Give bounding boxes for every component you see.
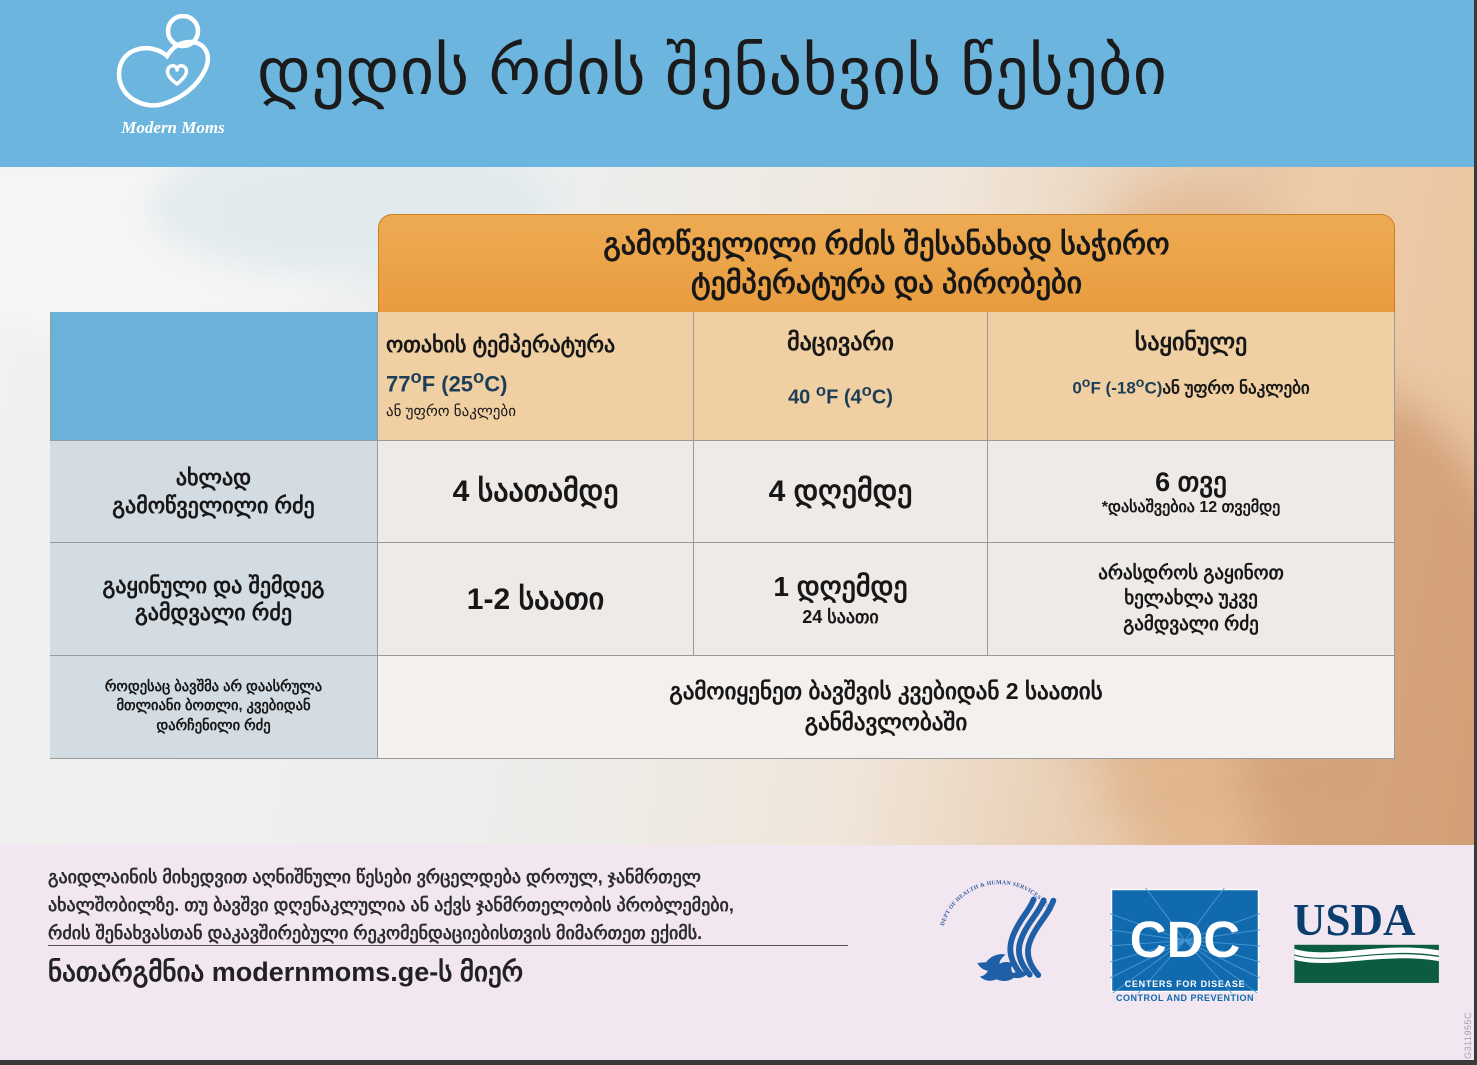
svg-text:USDA: USDA (1293, 895, 1416, 945)
svg-text:DEPT OF HEALTH & HUMAN SERVICE: DEPT OF HEALTH & HUMAN SERVICES · USA (940, 880, 1054, 926)
svg-text:CDC: CDC (1130, 911, 1241, 968)
svg-text:CENTERS FOR DISEASE: CENTERS FOR DISEASE (1125, 979, 1246, 989)
